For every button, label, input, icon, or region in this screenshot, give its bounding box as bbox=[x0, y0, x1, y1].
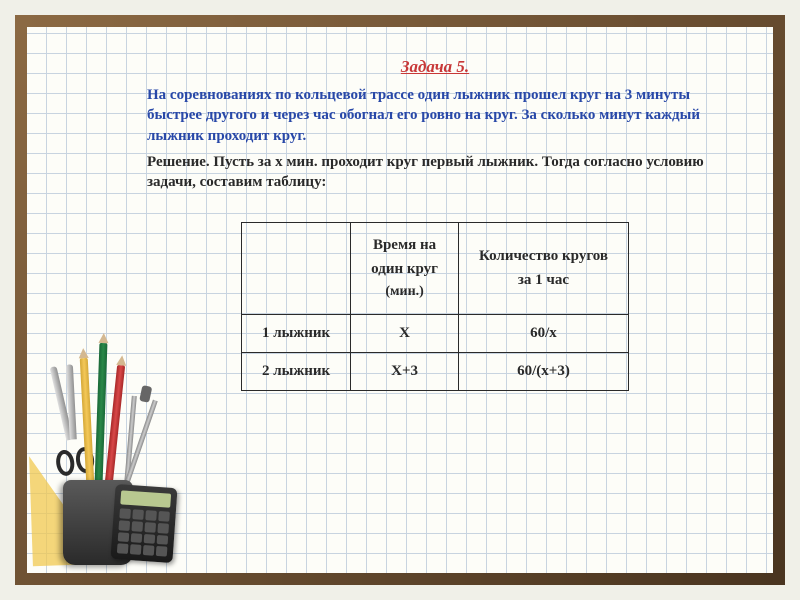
header-time-unit: (мин.) bbox=[371, 281, 438, 303]
solution-table: Время на один круг (мин.) Количество кру… bbox=[241, 222, 629, 390]
row2-time: Х+3 bbox=[351, 352, 459, 390]
row1-label: 1 лыжник bbox=[241, 314, 350, 352]
row2-label: 2 лыжник bbox=[241, 352, 350, 390]
header-time-line1: Время на bbox=[371, 233, 438, 257]
table-header-row: Время на один круг (мин.) Количество кру… bbox=[241, 223, 628, 314]
solution-intro: Решение. Пусть за х мин. проходит круг п… bbox=[147, 152, 723, 193]
table-row: 1 лыжник Х 60/х bbox=[241, 314, 628, 352]
row2-laps: 60/(х+3) bbox=[458, 352, 628, 390]
header-time: Время на один круг (мин.) bbox=[351, 223, 459, 314]
problem-statement: На соревнованиях по кольцевой трассе оди… bbox=[147, 85, 723, 146]
wooden-frame: Задача 5. На соревнованиях по кольцевой … bbox=[15, 15, 785, 585]
problem-title: Задача 5. bbox=[147, 57, 723, 77]
header-laps-line2: за 1 час bbox=[479, 268, 608, 292]
row1-laps: 60/х bbox=[458, 314, 628, 352]
calculator-icon bbox=[110, 484, 177, 563]
header-empty bbox=[241, 223, 350, 314]
row1-time: Х bbox=[351, 314, 459, 352]
pencil-green-icon bbox=[95, 343, 108, 483]
header-laps: Количество кругов за 1 час bbox=[458, 223, 628, 314]
stationery-decoration bbox=[35, 345, 195, 565]
header-laps-line1: Количество кругов bbox=[479, 244, 608, 268]
header-time-line2: один круг bbox=[371, 257, 438, 281]
table-row: 2 лыжник Х+3 60/(х+3) bbox=[241, 352, 628, 390]
